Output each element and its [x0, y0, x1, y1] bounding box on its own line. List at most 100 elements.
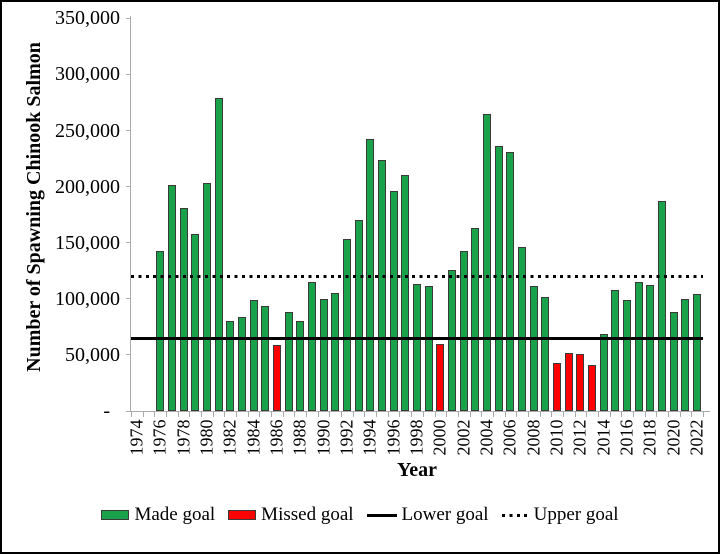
upper-goal-line: [131, 274, 703, 278]
bar-1998: [413, 284, 421, 411]
y-axis-tick: [126, 354, 131, 356]
x-tick-label-1984: 1984: [243, 419, 264, 456]
x-axis-tick: [294, 412, 296, 417]
bar-1983: [237, 316, 246, 411]
x-axis-tick: [457, 412, 459, 417]
bar-2008: [529, 286, 538, 411]
bar-2011: [564, 352, 573, 411]
y-tick-label: 300,000: [55, 63, 120, 86]
x-tick-label-2002: 2002: [453, 419, 474, 456]
y-axis-tick: [126, 186, 131, 188]
x-tick-label-1980: 1980: [196, 419, 217, 456]
legend-item-made-goal: Made goal: [101, 503, 215, 527]
x-axis-tick: [562, 412, 564, 417]
x-axis-tick: [621, 412, 623, 417]
x-axis-tick: [679, 412, 681, 417]
bar-1989: [307, 281, 316, 411]
x-axis-tick: [504, 412, 506, 417]
legend-item-upper-goal: Upper goal: [501, 503, 619, 527]
y-axis-tick: [126, 130, 131, 131]
y-tick-label: 250,000: [55, 119, 120, 142]
bar-1981: [214, 97, 223, 411]
x-axis-tick: [492, 412, 494, 417]
x-axis-tick: [644, 412, 646, 417]
bar-1987: [284, 312, 293, 411]
x-axis-tick: [703, 412, 704, 417]
bar-2001: [448, 269, 457, 411]
bar-2009: [541, 296, 550, 411]
x-axis-tick: [189, 412, 191, 417]
x-axis-tick: [364, 412, 366, 417]
bar-2019: [658, 201, 667, 411]
x-axis-tick: [259, 412, 261, 417]
x-axis-tick: [212, 412, 214, 417]
x-axis-tick: [434, 412, 436, 417]
x-axis-tick: [177, 412, 179, 417]
y-tick-label: 150,000: [55, 231, 120, 254]
bar-1980: [202, 183, 211, 411]
legend-item-lower-goal: Lower goal: [366, 503, 489, 527]
bar-2007: [518, 247, 527, 411]
bar-2002: [459, 250, 468, 411]
x-tick-label-2004: 2004: [476, 419, 497, 456]
x-tick-label-1990: 1990: [313, 419, 334, 456]
y-axis-tick: [126, 73, 131, 75]
x-axis-tick: [411, 412, 413, 417]
y-axis-line: [130, 16, 131, 412]
legend-item-missed-goal: Missed goal: [228, 503, 354, 527]
x-axis-line: [126, 411, 710, 412]
x-tick-label-2020: 2020: [663, 419, 684, 456]
bar-1996: [389, 191, 398, 411]
x-tick-label-1998: 1998: [406, 419, 427, 456]
x-axis-tick: [131, 412, 132, 417]
x-axis-tick: [341, 412, 343, 417]
x-tick-label-1986: 1986: [266, 419, 287, 456]
x-axis-tick: [306, 412, 308, 417]
x-axis-tick: [586, 412, 588, 417]
bar-1985: [261, 305, 270, 411]
x-tick-label-2000: 2000: [429, 419, 450, 456]
missed-goal-swatch-icon: [228, 510, 257, 520]
bar-2021: [681, 298, 690, 411]
bar-1986: [272, 344, 281, 411]
legend: Made goal Missed goal Lower goal Upper goal: [2, 501, 718, 529]
y-tick-label: 200,000: [55, 175, 120, 198]
x-axis-tick: [201, 412, 203, 417]
x-axis-tick: [224, 412, 226, 417]
x-tick-label-2010: 2010: [546, 419, 567, 456]
bar-2005: [494, 146, 503, 411]
bar-2000: [436, 343, 445, 411]
x-axis-tick: [527, 412, 529, 417]
x-tick-label-1978: 1978: [173, 419, 194, 456]
bar-2016: [623, 299, 632, 411]
bar-2022: [693, 294, 702, 411]
x-axis-tick: [247, 412, 249, 417]
x-tick-label-1982: 1982: [219, 419, 240, 456]
x-axis-tick: [667, 412, 669, 417]
x-axis-tick: [422, 412, 424, 417]
bar-1991: [331, 293, 340, 411]
x-tick-label-2008: 2008: [523, 419, 544, 456]
bar-1979: [191, 233, 200, 411]
bar-1976: [156, 250, 165, 411]
bar-1984: [249, 299, 258, 411]
x-axis-tick: [539, 412, 541, 417]
legend-label: Missed goal: [261, 504, 354, 525]
bar-2013: [588, 364, 597, 411]
bar-1977: [167, 185, 176, 411]
legend-label: Upper goal: [533, 504, 619, 525]
bar-1997: [401, 175, 410, 411]
bar-1982: [226, 321, 235, 411]
bar-1988: [296, 321, 305, 411]
x-axis-tick: [317, 412, 319, 417]
bar-2003: [471, 228, 480, 411]
bar-2018: [646, 285, 655, 411]
x-tick-label-1974: 1974: [126, 419, 147, 456]
bar-1999: [424, 286, 433, 411]
y-axis-tick: [126, 242, 131, 244]
legend-label: Made goal: [134, 504, 216, 525]
x-axis-tick: [282, 412, 284, 417]
x-tick-label-1992: 1992: [336, 419, 357, 456]
x-tick-label-2018: 2018: [639, 419, 660, 456]
bar-2014: [599, 333, 608, 411]
